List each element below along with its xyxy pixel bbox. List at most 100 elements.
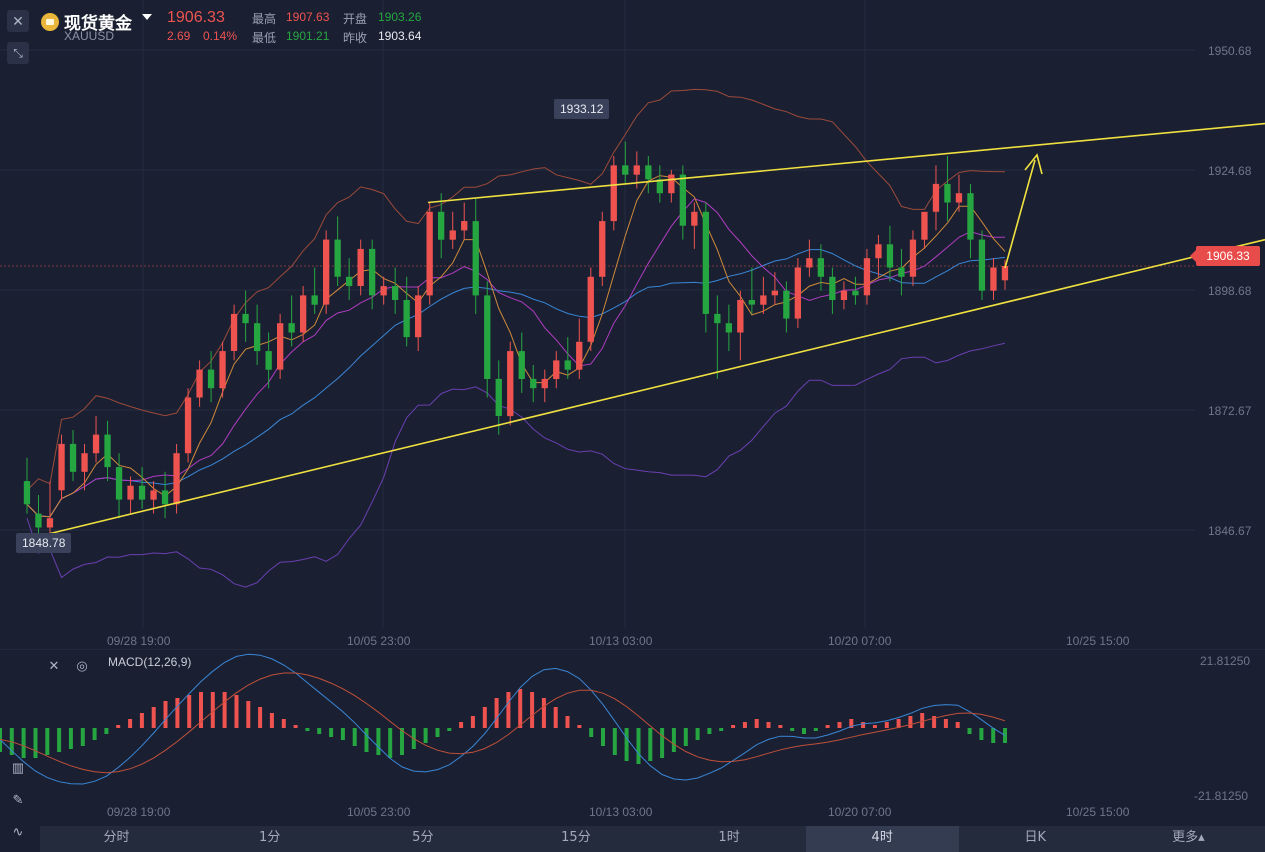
time-axis-label: 10/05 23:00 xyxy=(347,634,411,648)
macd-bar xyxy=(423,728,428,743)
indicator-wave-icon[interactable]: ∿ xyxy=(12,824,24,839)
tab-more[interactable]: 更多▴ xyxy=(1172,830,1205,845)
candle-body xyxy=(852,290,859,296)
macd-bar xyxy=(636,728,641,764)
macd-bar xyxy=(92,728,97,740)
macd-bar xyxy=(340,728,345,740)
candlestick-icon[interactable]: ▥ xyxy=(11,760,25,775)
timeframe-tabs: 分时 1分 5分 15分 1时 4时 日K 更多▴ xyxy=(40,826,1265,852)
candle-body xyxy=(300,295,307,333)
macd-bar xyxy=(790,728,795,731)
chevron-down-icon[interactable] xyxy=(142,14,152,20)
candle-body xyxy=(668,174,675,194)
macd-bar xyxy=(400,728,404,755)
tab-5m[interactable]: 5分 xyxy=(412,830,434,845)
candle-body xyxy=(173,453,180,505)
candle-body xyxy=(403,300,410,338)
collapse-arrows-icon[interactable]: ⤡ xyxy=(7,42,29,64)
macd-bar xyxy=(470,716,475,728)
macd-bar xyxy=(802,728,806,734)
macd-bar xyxy=(589,728,594,737)
macd-bar xyxy=(210,692,215,728)
candle-body xyxy=(645,165,652,180)
candle-body xyxy=(461,221,468,231)
close-icon[interactable]: ✕ xyxy=(48,658,60,673)
candle-series xyxy=(23,141,1009,537)
macd-bar xyxy=(21,728,26,758)
tab-daily[interactable]: 日K xyxy=(1024,830,1047,845)
candle-body xyxy=(978,239,986,291)
instrument-code: XAUUSD xyxy=(64,29,115,43)
candlestick-chart[interactable] xyxy=(0,0,1265,650)
candle-body xyxy=(334,239,341,277)
candle-body xyxy=(725,323,732,333)
candle-body xyxy=(438,211,445,240)
macd-bar xyxy=(979,728,984,740)
candle-body xyxy=(875,244,882,259)
macd-bar xyxy=(541,698,546,728)
macd-bar xyxy=(258,707,263,728)
macd-axis-label: -21.81250 xyxy=(1194,789,1249,803)
macd-bar xyxy=(884,722,889,728)
candle-body xyxy=(35,513,42,528)
candle-body xyxy=(702,211,709,314)
macd-bar xyxy=(68,728,73,749)
high-value: 1907.63 xyxy=(286,10,330,24)
macd-bar xyxy=(861,722,866,728)
macd-bar xyxy=(908,716,913,728)
candle-body xyxy=(46,518,54,528)
macd-dif-line xyxy=(0,653,1006,785)
candle-body xyxy=(921,211,928,240)
macd-bar xyxy=(128,719,133,728)
candle-body xyxy=(288,323,295,333)
candle-body xyxy=(932,183,940,212)
macd-bar xyxy=(57,728,62,752)
candle-body xyxy=(622,165,629,175)
macd-bar xyxy=(601,728,605,746)
candle-body xyxy=(507,351,514,417)
candle-body xyxy=(771,290,778,296)
tab-1m[interactable]: 1分 xyxy=(259,830,281,845)
macd-bar xyxy=(648,728,653,761)
instrument-name[interactable]: 现货黄金 xyxy=(64,14,132,34)
candle-body xyxy=(553,360,560,379)
candle-body xyxy=(58,443,65,491)
price-axis-label: 1898.68 xyxy=(1208,284,1252,298)
price-axis-label: 1950.68 xyxy=(1208,44,1252,58)
candle-body xyxy=(449,230,456,240)
macd-bar xyxy=(80,728,85,746)
macd-bar xyxy=(660,728,665,758)
candle-body xyxy=(806,258,813,268)
prev-close-label: 昨收 xyxy=(343,31,368,45)
macd-bar xyxy=(435,728,440,737)
macd-chart[interactable] xyxy=(0,0,1265,826)
tab-1h[interactable]: 1时 xyxy=(718,830,740,845)
macd-bar xyxy=(553,707,558,728)
macd-bar xyxy=(943,719,948,728)
macd-bar xyxy=(376,728,381,755)
macd-bar xyxy=(222,692,227,728)
tab-4h[interactable]: 4时 xyxy=(805,826,959,852)
macd-bar xyxy=(305,728,310,731)
high-callout: 1933.12 xyxy=(554,99,610,119)
macd-bar xyxy=(1003,728,1007,743)
tab-timeshare[interactable]: 分时 xyxy=(103,830,130,845)
candle-body xyxy=(265,351,272,370)
time-axis-label: 09/28 19:00 xyxy=(107,634,171,648)
candle-body xyxy=(633,165,640,175)
pencil-icon[interactable]: ✎ xyxy=(12,792,24,807)
time-axis-label: 10/13 03:00 xyxy=(589,634,653,648)
macd-bar xyxy=(199,692,203,728)
tab-15m[interactable]: 15分 xyxy=(561,830,591,845)
settings-icon[interactable]: ◎ xyxy=(76,658,88,673)
low-callout: 1848.78 xyxy=(16,533,72,553)
candle-body xyxy=(207,369,215,389)
macd-bar xyxy=(719,728,724,731)
chart-grid xyxy=(0,0,1265,650)
macd-bar xyxy=(932,716,937,728)
high-label: 最高 xyxy=(252,12,277,26)
close-icon[interactable]: ✕ xyxy=(7,10,29,32)
macd-bar xyxy=(872,725,877,728)
candle-body xyxy=(230,313,238,351)
candle-body xyxy=(484,295,491,379)
